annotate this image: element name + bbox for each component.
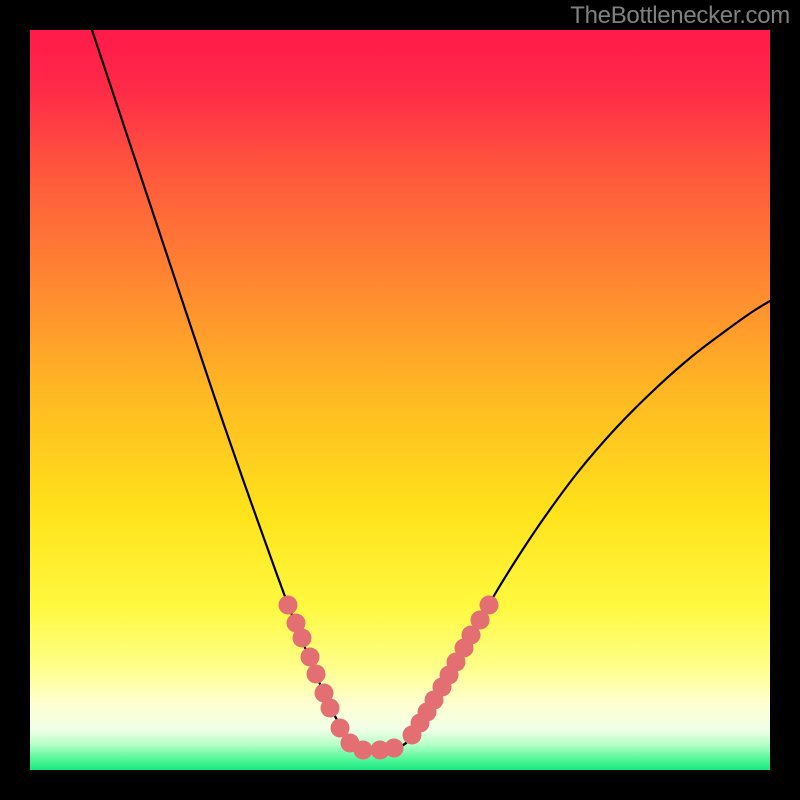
marker-dot bbox=[321, 699, 340, 718]
marker-dot bbox=[279, 596, 298, 615]
gradient-background bbox=[30, 30, 770, 770]
marker-dot bbox=[385, 739, 404, 758]
marker-dot bbox=[307, 665, 326, 684]
plot-svg bbox=[30, 30, 770, 770]
watermark-text: TheBottlenecker.com bbox=[570, 2, 790, 30]
marker-dot bbox=[354, 741, 373, 760]
marker-dot bbox=[293, 629, 312, 648]
plot-area bbox=[30, 30, 770, 770]
marker-dot bbox=[301, 648, 320, 667]
marker-dot bbox=[480, 596, 499, 615]
